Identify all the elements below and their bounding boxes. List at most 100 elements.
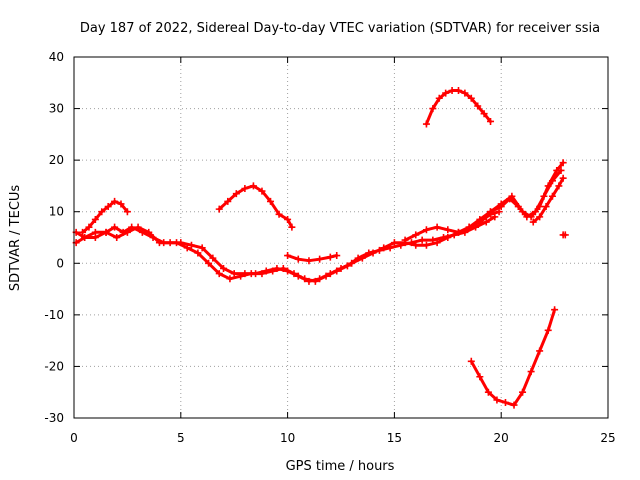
data-point bbox=[326, 270, 334, 278]
data-point bbox=[480, 110, 488, 118]
y-tick-label: 40 bbox=[49, 50, 64, 64]
chart-title: Day 187 of 2022, Sidereal Day-to-day VTE… bbox=[80, 21, 600, 36]
data-point bbox=[529, 218, 537, 226]
series-track-10 bbox=[467, 306, 559, 409]
x-tick-label: 10 bbox=[280, 431, 295, 445]
series-track-8 bbox=[487, 159, 567, 221]
data-point bbox=[104, 203, 112, 211]
data-point bbox=[194, 249, 202, 257]
data-point bbox=[433, 239, 441, 247]
series-track-1 bbox=[72, 213, 499, 285]
data-point bbox=[134, 223, 142, 231]
data-point bbox=[232, 190, 240, 198]
data-point bbox=[369, 249, 377, 257]
data-point bbox=[123, 228, 131, 236]
data-point bbox=[258, 187, 266, 195]
data-point bbox=[284, 215, 292, 223]
y-tick-label: 20 bbox=[49, 153, 64, 167]
data-point bbox=[85, 223, 93, 231]
data-point bbox=[448, 87, 456, 95]
data-point bbox=[123, 208, 131, 216]
series-line bbox=[469, 308, 557, 407]
data-point bbox=[252, 270, 260, 278]
data-point bbox=[230, 270, 238, 278]
data-point bbox=[358, 254, 366, 262]
data-point bbox=[487, 208, 495, 216]
data-point bbox=[401, 236, 409, 244]
data-point bbox=[155, 239, 163, 247]
data-point bbox=[527, 213, 535, 221]
data-point bbox=[81, 234, 89, 241]
data-point bbox=[476, 373, 484, 381]
series-track-5 bbox=[284, 252, 341, 265]
x-tick-label: 20 bbox=[494, 431, 509, 445]
data-point bbox=[422, 120, 430, 128]
data-point bbox=[476, 215, 484, 223]
data-point bbox=[215, 205, 223, 213]
data-point bbox=[284, 267, 292, 275]
data-point bbox=[561, 231, 569, 239]
data-point bbox=[467, 94, 475, 102]
y-tick-label: 0 bbox=[56, 256, 64, 270]
data-point bbox=[559, 174, 567, 182]
series-line bbox=[217, 184, 294, 229]
data-point bbox=[467, 357, 475, 365]
data-point bbox=[226, 275, 234, 283]
data-point bbox=[241, 185, 249, 193]
data-point bbox=[527, 368, 535, 376]
data-point bbox=[348, 259, 356, 267]
data-point bbox=[111, 223, 119, 231]
y-tick-label: 30 bbox=[49, 102, 64, 116]
data-point bbox=[98, 208, 106, 216]
y-tick-label: -10 bbox=[44, 308, 64, 322]
x-tick-label: 0 bbox=[70, 431, 78, 445]
data-point bbox=[495, 208, 503, 216]
data-point bbox=[294, 255, 302, 263]
data-point bbox=[205, 259, 213, 267]
data-point bbox=[215, 270, 223, 278]
x-tick-label: 5 bbox=[177, 431, 185, 445]
data-point bbox=[209, 254, 217, 262]
data-point bbox=[559, 159, 567, 167]
data-point bbox=[198, 244, 206, 252]
data-point bbox=[337, 264, 345, 272]
data-point bbox=[111, 197, 119, 205]
data-point bbox=[267, 197, 275, 205]
data-point bbox=[444, 234, 452, 241]
data-point bbox=[484, 388, 492, 396]
data-point bbox=[273, 264, 281, 272]
data-point bbox=[422, 241, 430, 249]
data-point bbox=[536, 213, 544, 221]
data-point bbox=[412, 231, 420, 239]
data-point bbox=[145, 228, 153, 236]
data-point bbox=[249, 182, 257, 190]
grid bbox=[74, 57, 608, 418]
data-point bbox=[461, 89, 469, 97]
data-point bbox=[544, 182, 552, 190]
data-point bbox=[433, 223, 441, 231]
data-point bbox=[444, 226, 452, 234]
data-point bbox=[536, 347, 544, 355]
data-point bbox=[544, 326, 552, 334]
data-point bbox=[465, 223, 473, 231]
data-point bbox=[418, 236, 426, 244]
data-point bbox=[435, 94, 443, 102]
data-point bbox=[91, 215, 99, 223]
data-point bbox=[224, 197, 232, 205]
data-point bbox=[187, 241, 195, 249]
series-track-3 bbox=[79, 197, 131, 236]
data-point bbox=[390, 239, 398, 247]
data-point bbox=[536, 203, 544, 211]
data-point bbox=[497, 200, 505, 208]
data-point bbox=[542, 203, 550, 211]
data-point bbox=[275, 210, 283, 218]
data-point bbox=[508, 192, 516, 200]
y-tick-label: -30 bbox=[44, 411, 64, 425]
data-point bbox=[117, 200, 125, 208]
data-point bbox=[326, 253, 334, 261]
data-point bbox=[241, 270, 249, 278]
data-point bbox=[294, 272, 302, 280]
data-point bbox=[102, 228, 110, 236]
y-tick-label: 10 bbox=[49, 205, 64, 219]
